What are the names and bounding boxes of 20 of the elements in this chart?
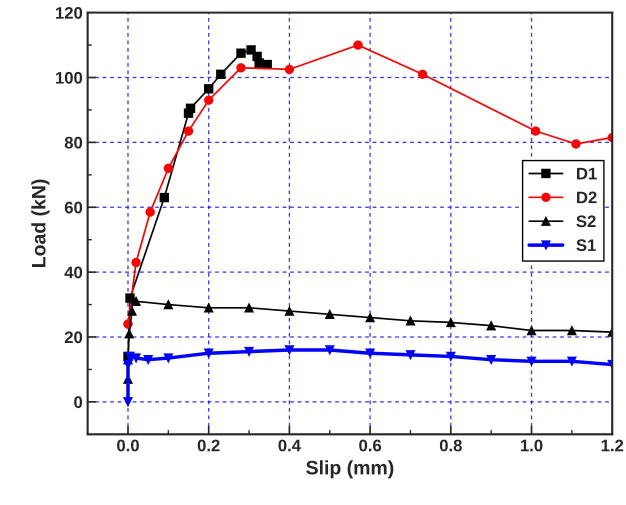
y-tick-label: 40 [64, 266, 82, 278]
x-tick-label: 0.2 [198, 440, 220, 452]
legend-label: S1 [576, 239, 596, 252]
y-tick-label: 60 [64, 202, 82, 214]
y-tick-label: 120 [56, 7, 82, 19]
y-axis-title: Load (kN) [31, 180, 50, 267]
y-tick-label: 0 [74, 396, 82, 408]
legend-label: S2 [576, 215, 596, 228]
x-axis-title: Slip (mm) [306, 460, 394, 478]
x-tick-label: 1.0 [520, 440, 542, 452]
legend-label: D1 [577, 168, 597, 180]
x-tick-label: 0.0 [117, 440, 139, 452]
y-tick-label: 20 [64, 331, 82, 344]
x-tick-label: 0.4 [278, 440, 301, 452]
x-tick-label: 0.8 [440, 440, 462, 452]
legend-label: D2 [577, 192, 597, 204]
y-tick-label: 100 [56, 72, 82, 84]
x-tick-label: 1.2 [602, 440, 624, 452]
y-tick-label: 80 [64, 136, 82, 149]
x-tick-label: 0.6 [359, 440, 382, 452]
